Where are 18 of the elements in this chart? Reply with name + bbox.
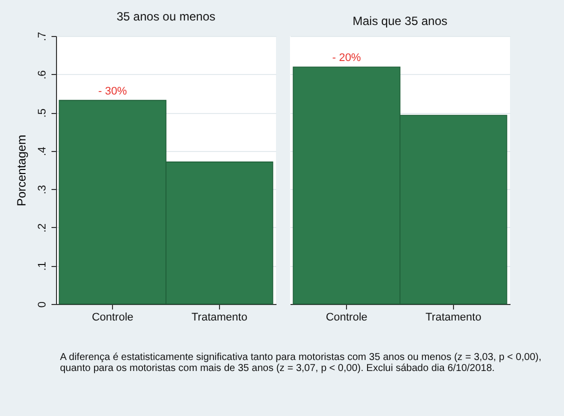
y-tick-label: 0 xyxy=(36,301,48,308)
y-tick-label: .2 xyxy=(36,223,48,233)
x-tick-label: Controle xyxy=(92,312,134,324)
y-tick-label: .6 xyxy=(36,70,48,80)
chart-title: Mais que 35 anos xyxy=(352,14,448,28)
y-tick-label: .4 xyxy=(36,146,48,156)
annotation: - 30% xyxy=(98,85,128,98)
text: A diferença é estatisticamente significativa tanto para motoristas com 35 anos ou menos (z = 3,03, p < 0,00), quanto para os motoristas com mais de 35 anos (z = 3,07, p < 0,00). Exclui sábado dia 6/10/2018. xyxy=(59,351,542,374)
y-axis-title: Porcentagem xyxy=(14,134,28,206)
chart-title: 35 anos ou menos xyxy=(116,9,216,24)
y-tick-label: .1 xyxy=(36,262,48,271)
y-tick-label: .3 xyxy=(36,185,48,194)
x-tick-label: Tratamento xyxy=(191,312,248,324)
y-tick-label: .5 xyxy=(36,108,48,118)
x-tick-label: Controle xyxy=(326,312,368,324)
annotation: - 20% xyxy=(332,52,362,64)
x-tick-label: Tratamento xyxy=(425,312,482,324)
y-tick-label: .7 xyxy=(36,32,48,42)
